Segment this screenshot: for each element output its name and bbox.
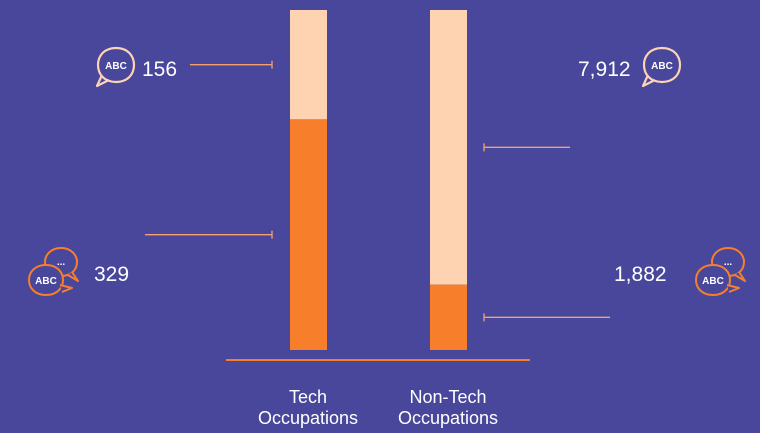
value-label-nontech-multi: 1,882 — [614, 263, 667, 286]
category-label-nontech: Non-Tech Occupations — [388, 387, 508, 429]
category-label-nontech-line1: Non-Tech — [409, 387, 487, 407]
category-label-tech-line1: Tech — [288, 387, 328, 407]
category-label-tech-line2: Occupations — [257, 408, 359, 428]
leader-line-tech-bottom — [145, 230, 273, 239]
leader-line-nontech-bottom — [483, 313, 610, 322]
abc-speech-bubble-icon — [641, 46, 682, 88]
value-label-nontech-single: 7,912 — [578, 58, 631, 81]
value-label-tech-multi: 329 — [94, 263, 129, 286]
abc-multiple-speech-bubbles-icon — [695, 247, 746, 296]
abc-multiple-speech-bubbles-icon — [28, 247, 79, 296]
leader-line-tech-top — [190, 60, 273, 69]
bar-nontech-single-language — [430, 10, 467, 285]
category-label-tech: Tech Occupations — [248, 387, 368, 429]
bar-tech-multi-language — [290, 119, 327, 350]
bar-nontech-multi-language — [430, 284, 467, 350]
bar-tech-single-language — [290, 10, 327, 120]
value-label-tech-single: 156 — [142, 58, 177, 81]
abc-speech-bubble-icon — [95, 46, 136, 88]
category-label-nontech-line2: Occupations — [397, 408, 499, 428]
leader-line-nontech-top — [483, 143, 570, 152]
